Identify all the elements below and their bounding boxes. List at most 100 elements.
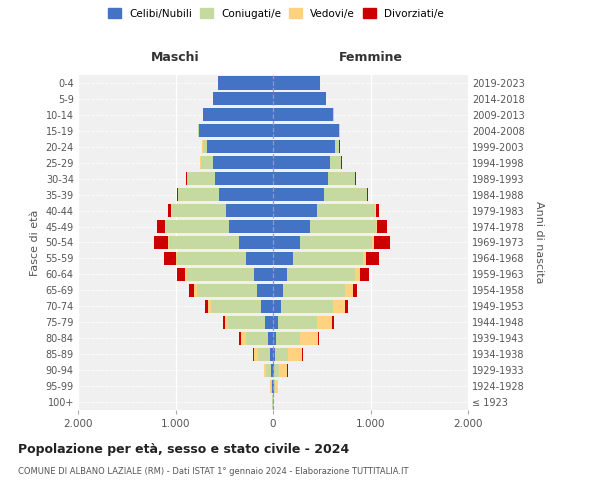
Bar [280,364,287,376]
Bar [218,76,273,90]
Bar [189,284,194,297]
Bar [376,204,379,217]
Bar [246,252,273,265]
Bar [220,188,273,201]
Bar [271,364,273,376]
Bar [274,364,280,376]
Bar [254,268,273,281]
Bar [178,188,220,201]
Text: Maschi: Maschi [151,51,200,64]
Bar [198,124,199,138]
Bar [301,236,373,249]
Bar [276,332,301,345]
Bar [265,316,273,329]
Bar [273,92,326,106]
Bar [223,316,225,329]
Y-axis label: Anni di nascita: Anni di nascita [535,201,544,284]
Bar [166,220,229,233]
Bar [226,204,273,217]
Bar [212,92,273,106]
Bar [329,156,341,170]
Bar [273,252,293,265]
Bar [273,188,324,201]
Legend: Celibi/Nubili, Coniugati/e, Vedovi/e, Divorziati/e: Celibi/Nubili, Coniugati/e, Vedovi/e, Di… [105,5,447,21]
Bar [273,300,281,313]
Bar [317,316,332,329]
Bar [281,300,334,313]
Bar [178,252,246,265]
Bar [212,156,273,170]
Bar [360,268,368,281]
Bar [273,76,320,90]
Bar [239,332,241,345]
Bar [287,268,355,281]
Bar [229,220,273,233]
Bar [270,348,273,360]
Bar [203,140,206,153]
Bar [273,204,317,217]
Bar [273,380,274,392]
Bar [275,348,287,360]
Bar [268,332,273,345]
Bar [168,236,169,249]
Bar [272,380,273,392]
Bar [345,300,347,313]
Bar [254,348,259,360]
Text: Popolazione per età, sesso e stato civile - 2024: Popolazione per età, sesso e stato civil… [18,442,349,456]
Bar [273,332,276,345]
Bar [168,204,171,217]
Bar [264,364,266,376]
Bar [273,108,334,122]
Bar [310,220,376,233]
Bar [197,284,257,297]
Bar [318,332,319,345]
Bar [376,220,377,233]
Bar [273,124,340,138]
Bar [257,284,273,297]
Bar [273,316,278,329]
Bar [274,380,275,392]
Bar [239,236,273,249]
Bar [246,332,268,345]
Bar [334,300,345,313]
Text: Femmine: Femmine [338,51,403,64]
Bar [259,348,270,360]
Bar [273,140,335,153]
Bar [185,268,187,281]
Bar [201,156,212,170]
Bar [373,236,374,249]
Bar [317,204,376,217]
Bar [157,220,165,233]
Bar [275,380,278,392]
Bar [194,284,197,297]
Bar [273,236,301,249]
Bar [273,348,275,360]
Bar [273,364,274,376]
Bar [273,220,310,233]
Text: COMUNE DI ALBANO LAZIALE (RM) - Dati ISTAT 1° gennaio 2024 - Elaborazione TUTTIT: COMUNE DI ALBANO LAZIALE (RM) - Dati IST… [18,468,409,476]
Bar [205,300,208,313]
Bar [164,252,176,265]
Bar [302,348,303,360]
Bar [345,284,353,297]
Bar [362,252,365,265]
Bar [178,268,185,281]
Bar [262,300,273,313]
Bar [177,188,178,201]
Bar [328,172,355,185]
Bar [211,300,262,313]
Bar [208,300,211,313]
Bar [273,172,328,185]
Bar [199,124,273,138]
Bar [365,252,379,265]
Bar [225,316,228,329]
Bar [203,108,273,122]
Bar [241,332,246,345]
Bar [154,236,168,249]
Bar [273,156,329,170]
Bar [271,380,272,392]
Bar [353,284,357,297]
Bar [176,252,178,265]
Bar [228,316,265,329]
Bar [187,172,215,185]
